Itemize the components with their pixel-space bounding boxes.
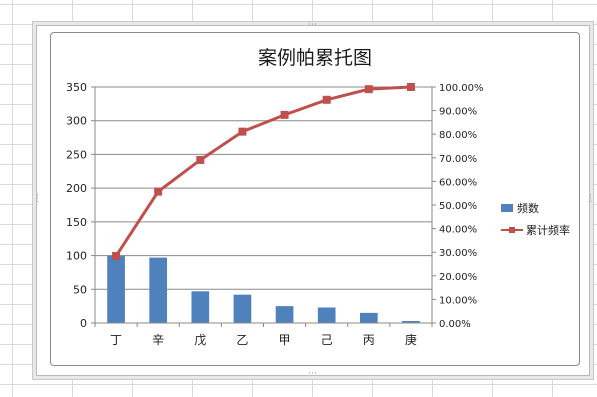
left-tick-label: 150 xyxy=(66,216,87,229)
chart-title: 案例帕累托图 xyxy=(258,47,372,69)
right-tick-label: 50.00% xyxy=(439,201,477,212)
bar-swatch-icon xyxy=(501,204,513,212)
right-tick-label: 10.00% xyxy=(439,295,477,306)
right-tick-label: 40.00% xyxy=(439,225,477,236)
resize-handle-left[interactable]: ⋮ xyxy=(33,194,42,204)
cumulative-point-marker xyxy=(196,155,205,164)
cumulative-point-marker xyxy=(406,83,415,91)
right-tick-label: 90.00% xyxy=(439,107,477,118)
right-axis-labels: 0.00% 10.00% 20.00% 30.00% 40.00% 50.00% 60.00… xyxy=(439,83,484,330)
legend-label-cumulative: 累计频率 xyxy=(526,224,570,237)
frequency-bar xyxy=(402,320,420,323)
left-tick-label: 250 xyxy=(66,148,87,161)
right-tick-label: 80.00% xyxy=(439,130,477,141)
category-label: 己 xyxy=(321,333,333,347)
frequency-bars xyxy=(107,255,420,323)
cumulative-point-marker xyxy=(280,110,289,119)
legend-label-frequency: 频数 xyxy=(517,202,539,215)
left-tick-label: 300 xyxy=(66,115,87,128)
line-marker-swatch-icon xyxy=(501,225,523,235)
legend-item-frequency: 频数 xyxy=(501,197,570,219)
left-tick-label: 100 xyxy=(66,250,87,263)
cumulative-frequency-line xyxy=(114,85,412,257)
frequency-bar xyxy=(233,294,252,323)
left-tick-label: 350 xyxy=(66,81,87,94)
cumulative-point-marker xyxy=(154,187,163,196)
cumulative-point-marker xyxy=(322,95,331,104)
category-labels: 丁辛戊乙甲己丙庚 xyxy=(110,332,417,347)
gridlines xyxy=(95,86,432,290)
legend-item-cumulative: 累计频率 xyxy=(501,219,570,241)
category-label: 乙 xyxy=(236,333,248,347)
left-tick-label: 50 xyxy=(73,283,87,296)
category-label: 丙 xyxy=(363,333,375,347)
cumulative-line xyxy=(112,83,415,261)
right-tick-label: 0.00% xyxy=(439,319,471,330)
chart-area[interactable] xyxy=(50,32,580,366)
right-tick-label: 30.00% xyxy=(439,248,477,259)
left-tick-label: 200 xyxy=(66,182,87,195)
frequency-bar xyxy=(191,291,210,323)
category-label: 庚 xyxy=(405,332,417,347)
left-axis-labels: 0 50 100 150 200 250 300 350 xyxy=(66,81,87,330)
frequency-bar xyxy=(317,307,336,323)
resize-handle-right[interactable]: ⋮ xyxy=(586,194,595,204)
right-tick-label: 20.00% xyxy=(439,272,477,283)
category-label: 辛 xyxy=(152,333,164,347)
cumulative-point-marker xyxy=(364,85,373,94)
frequency-bar xyxy=(149,257,168,323)
category-label: 甲 xyxy=(279,333,291,347)
resize-handle-top[interactable]: ⋯ xyxy=(308,20,317,30)
frequency-bar xyxy=(275,306,294,323)
category-label: 丁 xyxy=(110,333,122,347)
axes xyxy=(91,86,436,327)
right-tick-label: 100.00% xyxy=(439,83,484,94)
right-tick-label: 60.00% xyxy=(439,177,477,188)
left-tick-label: 0 xyxy=(80,317,87,330)
cumulative-point-marker xyxy=(112,252,121,261)
resize-handle-bottom[interactable]: ⋯ xyxy=(308,369,317,379)
legend[interactable]: 频数 累计频率 xyxy=(501,197,570,241)
cumulative-point-marker xyxy=(238,127,247,136)
frequency-bar xyxy=(359,312,378,323)
frequency-bar xyxy=(107,255,125,323)
right-tick-label: 70.00% xyxy=(439,154,477,165)
category-label: 戊 xyxy=(194,333,206,347)
